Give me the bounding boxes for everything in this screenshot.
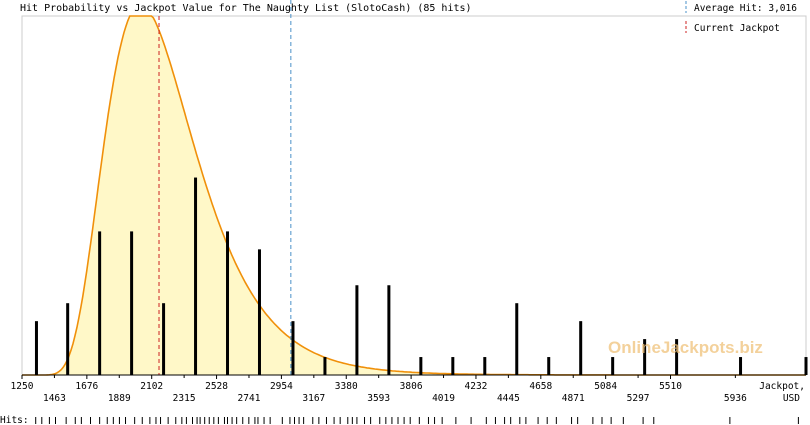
bar-4 [162,303,166,375]
x-tick-label-2954: 2954 [270,381,293,392]
bar-19 [643,339,647,375]
x-tick-label-5297: 5297 [627,393,650,404]
bar-3 [130,231,134,375]
x-tick-label-3167: 3167 [302,393,325,404]
bar-17 [579,321,583,375]
hits-strip [35,417,799,424]
x-tick-label-2528: 2528 [205,381,228,392]
x-tick-label-4658: 4658 [529,381,552,392]
bar-16 [547,357,551,375]
x-tick-label-2315: 2315 [173,393,196,404]
bar-2 [98,231,102,375]
x-tick-label-1250: 1250 [11,381,34,392]
x-tick-label-5936: 5936 [724,393,747,404]
bar-1 [66,303,70,375]
bar-15 [515,303,519,375]
legend: Average Hit: 3,016 Current Jackpot [685,1,797,34]
bar-12 [419,357,423,375]
x-tick-label-4445: 4445 [497,393,520,404]
probability-area [22,16,806,375]
x-tick-label-2102: 2102 [140,381,163,392]
bar-6 [226,231,230,375]
bar-22 [804,357,808,375]
x-tick-label-4871: 4871 [562,393,585,404]
x-tick-label-1889: 1889 [108,393,131,404]
bar-10 [355,285,359,375]
bar-11 [387,285,391,375]
bar-8 [291,321,295,375]
plot-area: 1250 1676 2102 2528 2954 3380 3806 4232 4658 5084… [11,0,808,404]
x-tick-label-1676: 1676 [75,381,98,392]
x-tick-label-5084: 5084 [594,381,617,392]
bar-20 [675,339,679,375]
x-tick-label-5510: 5510 [659,381,682,392]
x-tick-label-4232: 4232 [465,381,488,392]
x-tick-label-3593: 3593 [367,393,390,404]
legend-label-0: Average Hit: 3,016 [694,3,797,14]
bar-5 [194,177,198,375]
x-axis-label: Jackpot, [759,381,805,392]
hits-label: Hits: [0,415,29,425]
bar-18 [611,357,615,375]
x-tick-label-1463: 1463 [43,393,66,404]
x-tick-label-4019: 4019 [432,393,455,404]
bar-7 [257,249,261,375]
bar-21 [739,357,743,375]
x-tick-label-3380: 3380 [335,381,358,392]
bar-9 [323,357,327,375]
bar-0 [34,321,38,375]
x-axis-unit: USD [783,393,800,404]
bar-13 [451,357,455,375]
watermark: OnlineJackpots.biz [608,338,763,357]
legend-label-1: Current Jackpot [694,23,780,34]
x-tick-label-3806: 3806 [400,381,423,392]
chart-title: Hit Probability vs Jackpot Value for The… [20,3,472,14]
x-tick-label-2741: 2741 [238,393,261,404]
bar-14 [483,357,487,375]
